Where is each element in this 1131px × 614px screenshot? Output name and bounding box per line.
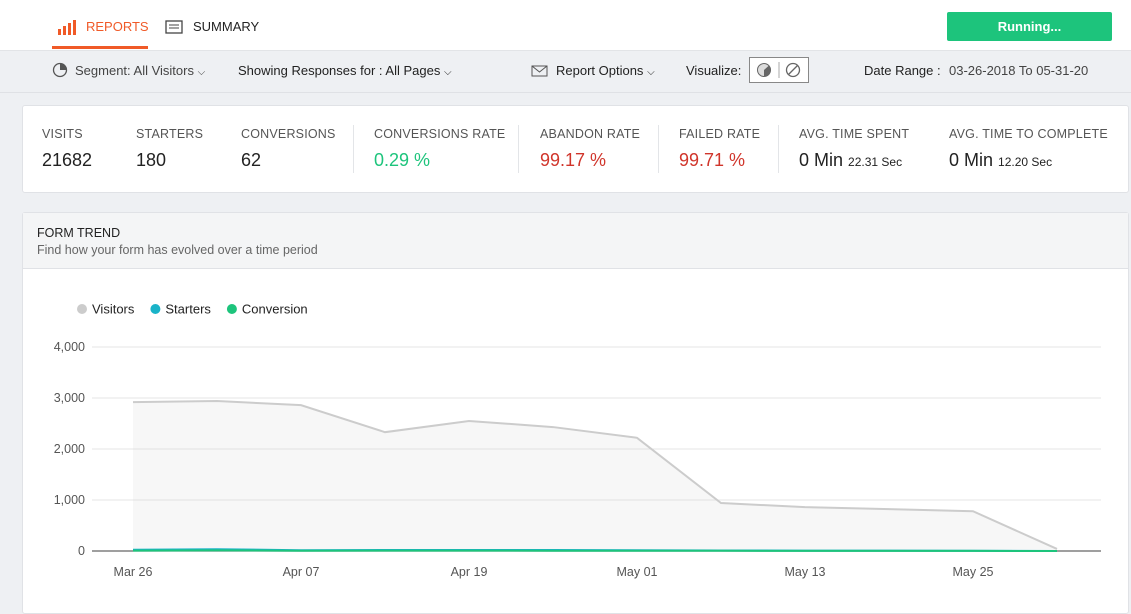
chart: 0 1,000 2,000 3,000 4,000 Mar 26 Apr 07 Apr 19 M… <box>54 302 1101 579</box>
stat-value: 180 <box>136 150 166 171</box>
stat-label: ABANDON RATE <box>540 127 641 141</box>
y-tick-label: 3,000 <box>54 391 85 405</box>
top-bar <box>0 0 1131 51</box>
y-tick-label: 4,000 <box>54 340 85 354</box>
segment-dropdown[interactable]: Segment: All Visitors ⌵ <box>75 63 206 78</box>
tab-reports[interactable]: REPORTS <box>86 19 149 34</box>
chart-title: FORM TREND <box>37 226 121 240</box>
line <box>132 549 1058 552</box>
legend-label: Visitors <box>92 302 135 317</box>
stat-value: 0 Min 12.20 Sec <box>949 150 1052 171</box>
x-tick-label: Mar 26 <box>114 565 153 579</box>
report-options[interactable]: Report Options ⌵ <box>556 63 655 78</box>
y-tick-label: 0 <box>78 544 85 558</box>
legend-label: Conversion <box>242 302 308 317</box>
chart-card <box>22 212 1129 614</box>
segment-icon <box>52 62 68 78</box>
y-tick-label: 1,000 <box>54 493 85 507</box>
stat-detail: 12.20 Sec <box>998 155 1053 169</box>
toolbar-border <box>0 92 1131 93</box>
reports-icon <box>58 20 76 35</box>
stat-label: AVG. TIME TO COMPLETE <box>949 127 1108 141</box>
stat-label: CONVERSIONS <box>241 127 336 141</box>
separator <box>778 125 779 173</box>
visualize-toggle[interactable] <box>749 57 809 83</box>
date-range-label: Date Range : <box>864 63 941 78</box>
visualize-label: Visualize: <box>686 63 742 78</box>
summary-icon <box>165 20 183 34</box>
stat-label: CONVERSIONS RATE <box>374 127 506 141</box>
report-options-text: Report Options <box>556 63 644 78</box>
stat-value-text: 0 Min <box>949 150 994 170</box>
stat-label: VISITS <box>42 127 83 141</box>
stat-value: 0.29 % <box>374 150 430 171</box>
separator <box>353 125 354 173</box>
legend-dot <box>150 304 161 314</box>
stat-value-text: 0 Min <box>799 150 844 170</box>
date-range[interactable]: 03-26-2018 To 05-31-20 <box>949 63 1109 78</box>
date-range-text: 03-26-2018 To 05-31-20 <box>949 63 1089 78</box>
stat-value-text: 21682 <box>42 150 93 170</box>
area <box>133 401 1057 551</box>
tab-underline <box>52 46 148 49</box>
x-tick-label: Apr 07 <box>283 565 320 579</box>
legend-dot <box>77 304 87 314</box>
stats-card <box>22 105 1129 193</box>
separator <box>518 125 519 173</box>
chart-subtitle: Find how your form has evolved over a ti… <box>37 243 318 257</box>
separator <box>658 125 659 173</box>
chart-header <box>23 213 1128 269</box>
showing-dropdown[interactable]: Showing Responses for : All Pages ⌵ <box>238 63 452 78</box>
y-tick-label: 2,000 <box>54 442 85 456</box>
showing-text: Showing Responses for : All Pages <box>238 63 441 78</box>
stat-value: 21682 <box>42 150 92 171</box>
stat-value: 62 <box>241 150 261 171</box>
stat-value-text: 0.29 % <box>374 150 431 170</box>
tab-summary[interactable]: SUMMARY <box>193 19 260 34</box>
segment-text: Segment: All Visitors <box>75 63 194 78</box>
stat-label: STARTERS <box>136 127 204 141</box>
stat-value-text: 62 <box>241 150 262 170</box>
legend-label: Starters <box>165 302 211 317</box>
line <box>132 400 1058 550</box>
x-tick-label: May 13 <box>785 565 826 579</box>
mail-icon <box>531 65 548 77</box>
running-button[interactable]: Running... <box>947 12 1112 41</box>
stat-value-text: 99.17 % <box>540 150 607 170</box>
legend-dot <box>226 304 237 314</box>
stat-value: 99.17 % <box>540 150 606 171</box>
stat-detail: 22.31 Sec <box>848 155 903 169</box>
stat-label: FAILED RATE <box>679 127 761 141</box>
stat-value: 99.71 % <box>679 150 745 171</box>
x-tick-label: May 01 <box>617 565 658 579</box>
stat-value: 0 Min 22.31 Sec <box>799 150 902 171</box>
stat-value-text: 99.71 % <box>679 150 746 170</box>
x-tick-label: Apr 19 <box>451 565 488 579</box>
stat-value-text: 180 <box>136 150 167 170</box>
x-tick-label: May 25 <box>953 565 994 579</box>
stat-label: AVG. TIME SPENT <box>799 127 910 141</box>
